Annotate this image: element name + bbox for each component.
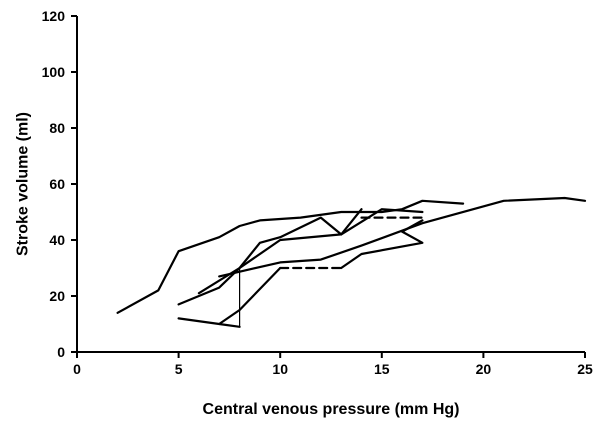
y-tick-label: 60 [49,176,65,192]
x-tick-label: 5 [175,361,183,377]
series-line-10 [218,322,241,328]
y-tick-label: 120 [42,8,66,24]
y-tick-label: 100 [42,64,66,80]
x-tick-label: 0 [73,361,81,377]
series-line-2 [177,208,363,306]
x-axis-title: Central venous pressure (mm Hg) [203,401,460,418]
series-line-1 [116,199,465,314]
axes: 0 20 40 60 80 100 120 0 5 10 15 20 25 [42,8,593,377]
y-tick-label: 80 [49,120,65,136]
y-tick-label: 20 [49,288,65,304]
series-line-4 [177,266,282,326]
y-axis-title: Stroke volume (ml) [15,112,32,256]
x-tick-label: 20 [476,361,492,377]
x-tick-label: 10 [272,361,288,377]
x-tick-label: 15 [374,361,390,377]
x-tick-label: 25 [577,361,593,377]
y-tick-label: 40 [49,232,65,248]
plot-area [116,196,587,328]
y-tick-label: 0 [57,344,65,360]
series-line-7 [218,196,587,278]
